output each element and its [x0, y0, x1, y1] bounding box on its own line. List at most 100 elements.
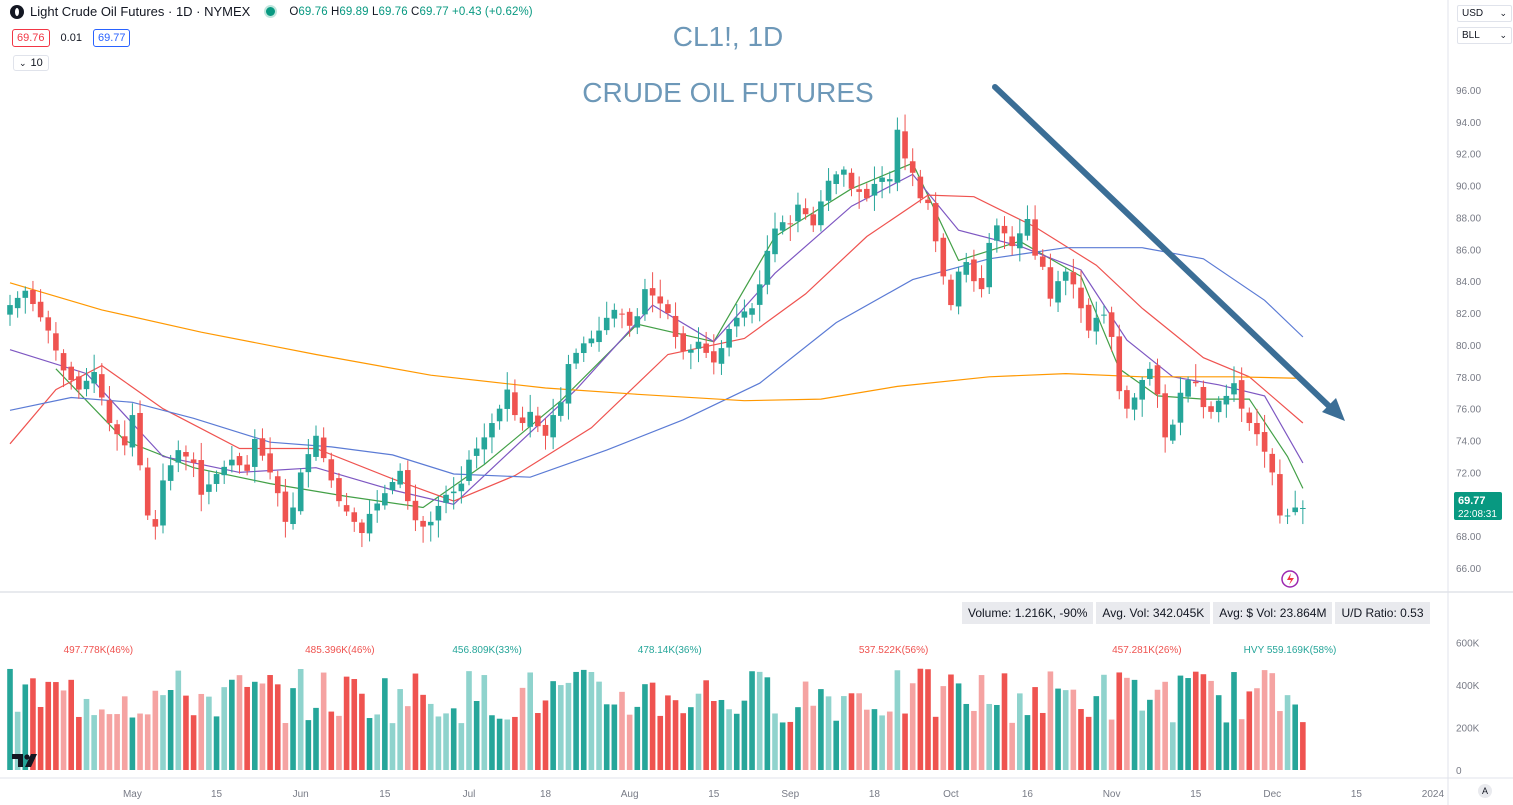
volume-bar	[481, 675, 488, 770]
volume-bar	[894, 670, 901, 770]
candle-body	[810, 214, 817, 226]
volume-bar	[825, 696, 832, 770]
volume-bar	[1139, 710, 1145, 770]
volume-bar	[1254, 688, 1260, 770]
volume-bar	[7, 668, 13, 770]
volume-bar	[1300, 722, 1306, 770]
candle-body	[634, 316, 641, 328]
volume-bar	[879, 715, 885, 770]
time-tick-label: Nov	[1103, 789, 1121, 800]
volume-bar	[940, 686, 947, 770]
candle-body	[336, 478, 342, 502]
candle-body	[787, 223, 794, 225]
unit-select[interactable]: BLL ⌄	[1457, 27, 1512, 44]
volume-bar	[160, 695, 166, 770]
volume-bar	[1078, 709, 1084, 770]
volume-bar	[963, 703, 970, 770]
candle-body	[343, 505, 350, 512]
candle-body	[1284, 515, 1291, 517]
volume-bar	[1238, 719, 1245, 770]
candle-body	[764, 250, 771, 285]
candle-body	[30, 290, 36, 305]
candle-body	[932, 203, 939, 242]
volume-bar	[366, 718, 373, 770]
candle-body	[550, 415, 556, 438]
time-tick-label: Jun	[293, 789, 309, 800]
candle-body	[1292, 507, 1298, 513]
volume-bar	[1047, 671, 1054, 770]
candle-body	[726, 328, 732, 348]
avg-volume-stat: Avg. Vol: 342.045K	[1096, 602, 1211, 624]
volume-bar	[971, 710, 977, 770]
volume-bar	[703, 680, 709, 770]
volume-bar	[1062, 690, 1069, 770]
candle-body	[351, 512, 358, 522]
volume-bar	[1093, 696, 1100, 770]
volume-bar	[336, 715, 342, 770]
volume-bar	[1017, 693, 1023, 770]
volume-bar	[343, 676, 350, 770]
volume-label: 485.396K(46%)	[305, 645, 375, 656]
moving-average-line	[55, 162, 1304, 509]
volume-bar	[389, 723, 396, 770]
chevron-down-icon: ⌄	[19, 57, 27, 68]
volume-bar	[558, 685, 564, 770]
candle-body	[129, 415, 136, 448]
volume-bar	[114, 714, 120, 770]
volume-labels: 497.778K(46%) 485.396K(46%) 456.809K(33%) 4…	[64, 645, 1337, 656]
volume-bar	[420, 694, 426, 770]
volume-label: HVY 559.169K(58%)	[1244, 645, 1337, 656]
volume-bar	[657, 715, 664, 770]
candle-body	[833, 174, 839, 184]
volume-bar	[382, 678, 388, 770]
volume-label: 457.281K(26%)	[1112, 645, 1182, 656]
volume-bar	[259, 683, 266, 770]
candle-body	[389, 482, 396, 491]
spread-value: 0.01	[60, 32, 82, 44]
volume-bar	[596, 681, 602, 770]
candle-body	[925, 199, 931, 204]
volume-bar	[496, 718, 503, 770]
volume-bar	[14, 711, 21, 770]
time-tick-label: 15	[708, 789, 720, 800]
volume-bar	[1009, 722, 1015, 770]
annotation-title: CL1!, 1D	[673, 21, 784, 52]
candle-body	[236, 456, 243, 466]
volume-bar	[1116, 672, 1123, 770]
candle-body	[963, 262, 970, 275]
volume-bar	[603, 704, 610, 770]
price-tick-label: 84.00	[1456, 277, 1481, 288]
ud-ratio-stat: U/D Ratio: 0.53	[1335, 602, 1430, 624]
symbol-title[interactable]: Light Crude Oil Futures · 1D · NYMEX	[30, 4, 251, 19]
indicator-toggle[interactable]: ⌄ 10	[13, 55, 49, 71]
volume-bar	[795, 707, 801, 770]
tradingview-logo-icon[interactable]	[12, 752, 42, 768]
candle-body	[1108, 312, 1115, 337]
currency-select[interactable]: USD ⌄	[1457, 5, 1512, 22]
auto-scale-button[interactable]: A	[1478, 784, 1492, 798]
chart-legend: Light Crude Oil Futures · 1D · NYMEX O69…	[10, 4, 533, 19]
candle-body	[1032, 219, 1038, 256]
ask-button[interactable]: 69.77	[92, 29, 131, 47]
candle-body	[695, 341, 702, 349]
market-status-icon[interactable]	[264, 5, 278, 18]
candle-body	[359, 522, 365, 534]
candle-body	[412, 500, 419, 521]
time-tick-label: Dec	[1263, 789, 1281, 800]
volume-bar	[282, 723, 289, 770]
candle-body	[1017, 233, 1023, 249]
volume-bar	[925, 669, 931, 770]
volume-bar	[535, 713, 541, 770]
volume-bar	[565, 682, 572, 770]
candle-body	[305, 454, 312, 473]
symbol-logo-icon[interactable]	[10, 4, 24, 19]
flash-icon[interactable]	[1281, 570, 1299, 588]
bid-button[interactable]: 69.76	[12, 29, 50, 47]
volume-bar	[359, 693, 365, 770]
volume-bar	[802, 681, 809, 770]
volume-bar	[427, 703, 434, 770]
annotation-subtitle: CRUDE OIL FUTURES	[582, 77, 873, 108]
candle-body	[420, 520, 426, 527]
candle-body	[825, 180, 832, 201]
